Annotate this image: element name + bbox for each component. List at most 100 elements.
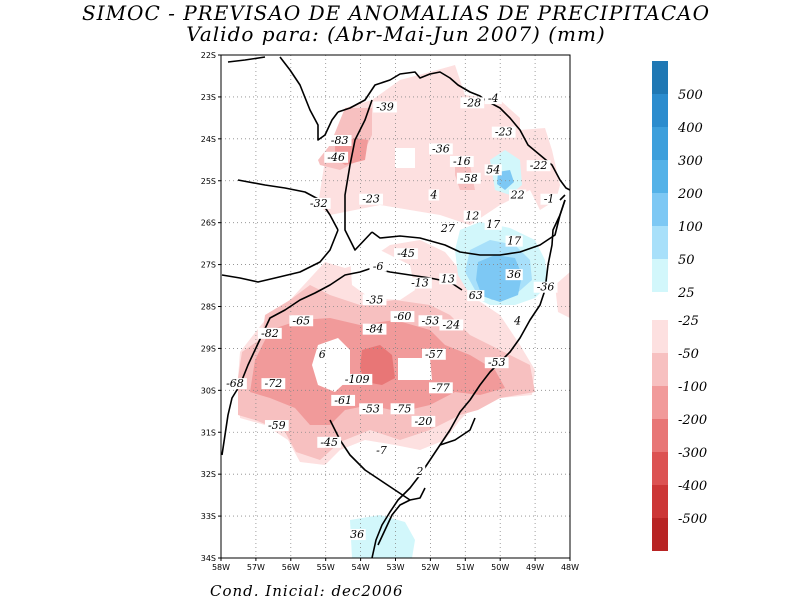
lat-tick-label: 27S — [201, 261, 216, 270]
lon-tick-label: 58W — [212, 563, 230, 572]
contour-label-bg — [369, 260, 387, 272]
contour-label-bg — [467, 290, 485, 302]
legend-swatch-negative — [652, 518, 668, 551]
contour-label: -7 — [376, 444, 387, 457]
contour-label-bg — [223, 378, 247, 390]
contour-label-bg — [257, 327, 282, 339]
legend-swatch-negative — [652, 452, 668, 485]
contour-label-bg — [456, 172, 481, 184]
lat-tick-label: 32S — [201, 470, 216, 479]
contour-label-bg — [362, 323, 387, 335]
contour-label: -20 — [415, 415, 433, 428]
legend-swatch-positive — [652, 226, 668, 259]
contour-label: -109 — [345, 373, 370, 386]
contour-label-bg — [428, 189, 440, 201]
legend-swatch-positive — [652, 160, 668, 193]
lat-tick-label: 25S — [201, 177, 216, 186]
contour-label: -4 — [488, 92, 499, 105]
lon-tick-label: 53W — [386, 563, 404, 572]
contour-label: 4 — [513, 314, 521, 327]
contour-label: -24 — [442, 318, 460, 331]
contour-label-bg — [411, 415, 436, 427]
lat-tick-label: 31S — [201, 428, 216, 437]
contour-label: -61 — [334, 394, 352, 407]
contour-label-bg — [449, 155, 474, 167]
contour-label: 17 — [507, 235, 521, 248]
contour-label-bg — [289, 315, 314, 327]
legend-swatch-positive — [652, 193, 668, 226]
border-line-4 — [237, 179, 339, 231]
border-line-6 — [344, 99, 373, 251]
contour-label: 22 — [510, 189, 525, 202]
contour-label-bg — [362, 294, 387, 306]
border-line-13 — [439, 417, 476, 446]
border-line-5 — [221, 229, 339, 283]
contour-label-bg — [505, 235, 523, 247]
contour-label: -72 — [264, 377, 282, 390]
contour-label: -32 — [310, 197, 328, 210]
contour-label-bg — [264, 420, 289, 432]
contour-label: -36 — [432, 142, 450, 155]
contour-label: 63 — [469, 289, 483, 302]
legend-swatch-positive — [652, 259, 668, 292]
contour-label: -75 — [394, 402, 412, 415]
contour-label-bg — [390, 403, 415, 415]
contour-label: -83 — [331, 134, 349, 147]
contour-label-bg — [359, 193, 383, 205]
contour-label: -13 — [411, 277, 429, 290]
contour-label: -53 — [422, 314, 440, 327]
legend-label-negative: -300 — [678, 446, 707, 461]
axis-ticks: 58W 57W 56W 55W 54W 53W 52W 51W 50W 49W 48W 22S 23S 2… — [201, 51, 579, 572]
border-line-11 — [329, 419, 426, 501]
contour-label: -16 — [453, 155, 471, 168]
contour-label-bg — [509, 189, 527, 201]
anomaly-region-2 — [555, 272, 570, 318]
contour-label: -60 — [394, 310, 412, 323]
legend-label-positive: 200 — [677, 187, 703, 202]
legend-label-positive: 100 — [678, 220, 703, 235]
lon-tick-label: 50W — [491, 563, 509, 572]
legend-label-positive: 400 — [677, 121, 703, 136]
lat-tick-label: 30S — [201, 386, 216, 395]
contour-label-bg — [331, 394, 356, 406]
lon-tick-label: 56W — [282, 563, 300, 572]
legend-swatch-negative — [652, 353, 668, 386]
contour-label-bg — [484, 93, 502, 105]
anomaly-region-11 — [395, 148, 415, 168]
border-line-2 — [337, 71, 486, 113]
contour-label-bg — [348, 529, 366, 541]
border-line-8 — [371, 199, 566, 558]
border-line-7 — [371, 199, 566, 256]
contour-label: -57 — [425, 348, 443, 361]
anomaly-region-12 — [350, 250, 415, 300]
border-line-1 — [279, 56, 339, 141]
contour-label: 27 — [440, 222, 455, 235]
contour-label: 13 — [441, 272, 455, 285]
contour-label-bg — [428, 382, 453, 394]
contour-label-bg — [414, 466, 426, 478]
contour-label-bg — [324, 151, 349, 163]
contour-label-bg — [491, 126, 516, 138]
lat-tick-label: 33S — [201, 512, 216, 521]
anomaly-region-10 — [398, 358, 432, 380]
lon-tick-label: 57W — [247, 563, 265, 572]
contour-label-bg — [484, 218, 502, 230]
contour-label: -77 — [432, 381, 450, 394]
legend-swatch-negative — [652, 419, 668, 452]
legend-label-negative: -100 — [678, 380, 707, 395]
legend-label-positive: 50 — [678, 253, 695, 268]
contour-label-bg — [526, 160, 551, 172]
contour-label-bg — [261, 378, 286, 390]
contour-label: -39 — [376, 100, 394, 113]
lat-tick-label: 23S — [201, 93, 216, 102]
state-borders — [221, 56, 570, 558]
contour-label-bg — [460, 97, 485, 109]
legend-label-negative: -200 — [678, 413, 707, 428]
contour-label-bg — [408, 277, 432, 289]
contour-label-bg — [306, 197, 331, 209]
contour-label-bg — [439, 273, 457, 285]
lon-tick-label: 49W — [526, 563, 544, 572]
map-title: SIMOC - PREVISAO DE ANOMALIAS DE PRECIPI… — [81, 1, 711, 25]
